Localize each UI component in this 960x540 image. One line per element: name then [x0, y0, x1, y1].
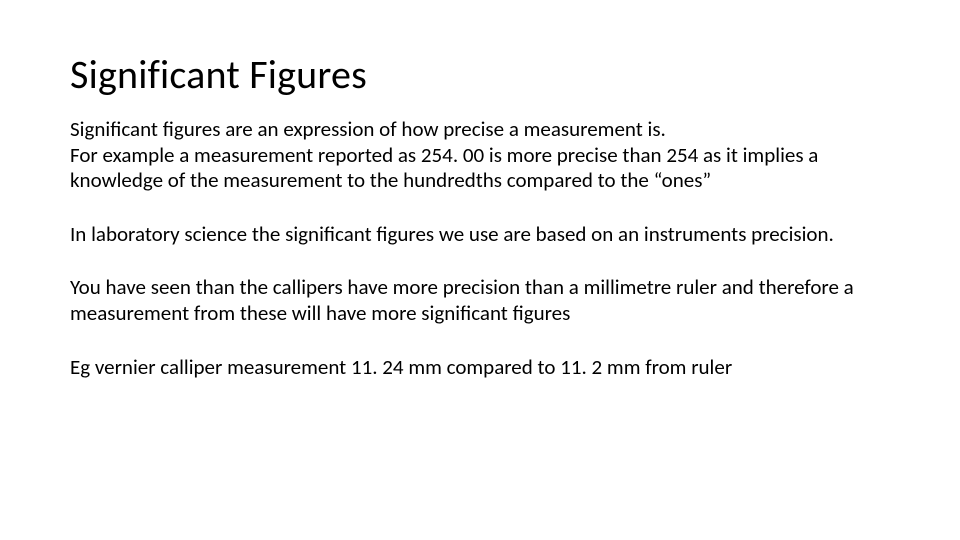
slide: Significant Figures Significant figures …: [0, 0, 960, 540]
paragraph: In laboratory science the significant fi…: [70, 222, 890, 248]
page-title: Significant Figures: [70, 50, 890, 99]
body-text: Significant figures are an expression of…: [70, 117, 890, 380]
paragraph: You have seen than the callipers have mo…: [70, 275, 890, 326]
paragraph: Eg vernier calliper measurement 11. 24 m…: [70, 355, 890, 381]
paragraph: Significant figures are an expression of…: [70, 117, 890, 143]
paragraph: For example a measurement reported as 25…: [70, 143, 890, 194]
